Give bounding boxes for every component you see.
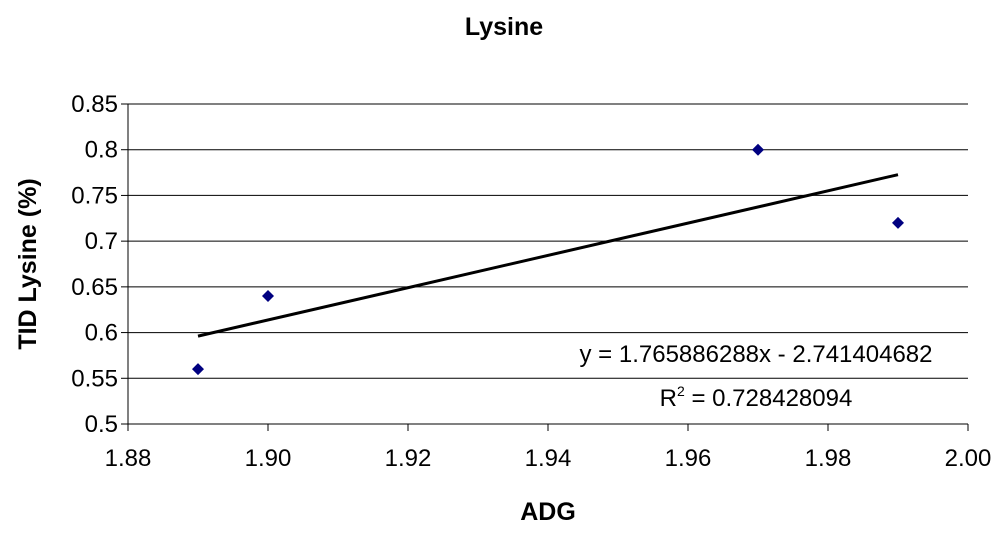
axes bbox=[121, 103, 969, 431]
y-tick-label: 0.65 bbox=[71, 274, 118, 301]
tick-labels: 0.5 0.55 0.6 0.65 0.7 0.75 0.8 0.85 1.88 1.90 1.92… bbox=[71, 91, 991, 472]
y-tick-label: 0.75 bbox=[71, 182, 118, 209]
x-tick-label: 1.92 bbox=[385, 445, 432, 472]
x-tick-label: 1.88 bbox=[105, 445, 152, 472]
r-squared-superscript: 2 bbox=[677, 383, 685, 399]
chart-title: Lysine bbox=[465, 13, 543, 41]
trendline-layer bbox=[197, 173, 899, 338]
r-squared-value: = 0.728428094 bbox=[685, 385, 853, 412]
x-tick-label: 1.90 bbox=[245, 445, 292, 472]
y-axis-title: TID Lysine (%) bbox=[14, 178, 42, 349]
y-tick-label: 0.7 bbox=[85, 228, 118, 255]
y-tick-label: 0.55 bbox=[71, 365, 118, 392]
y-tick-label: 0.5 bbox=[85, 411, 118, 438]
gridlines bbox=[128, 103, 968, 379]
x-tick-label: 1.96 bbox=[665, 445, 712, 472]
x-tick-label: 1.98 bbox=[805, 445, 852, 472]
r-squared-prefix: R bbox=[660, 385, 677, 412]
trendline-equation: y = 1.765886288x - 2.741404682 bbox=[580, 341, 933, 368]
trendline bbox=[197, 173, 899, 338]
x-tick-label: 1.94 bbox=[525, 445, 572, 472]
r-squared-label: R2 = 0.728428094 bbox=[660, 383, 853, 412]
data-point bbox=[192, 363, 204, 376]
data-point bbox=[752, 143, 764, 156]
data-point bbox=[262, 290, 274, 302]
y-tick-label: 0.6 bbox=[85, 320, 118, 347]
x-tick-label: 2.00 bbox=[945, 445, 992, 472]
y-tick-label: 0.8 bbox=[85, 137, 118, 164]
data-point bbox=[892, 216, 904, 229]
y-tick-label: 0.85 bbox=[71, 91, 118, 118]
data-points bbox=[192, 143, 904, 376]
x-axis-title: ADG bbox=[520, 498, 576, 526]
